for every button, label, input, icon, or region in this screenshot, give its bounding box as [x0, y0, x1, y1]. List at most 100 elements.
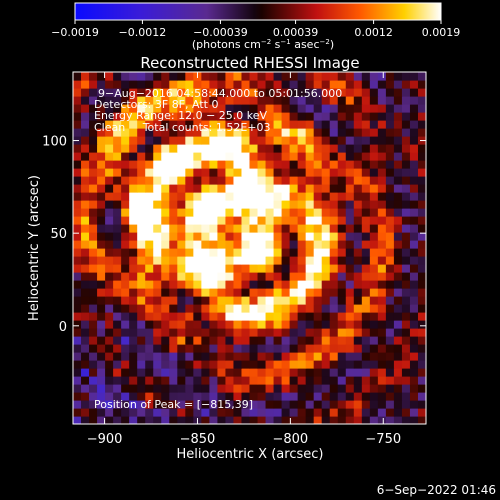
heatmap-cell — [233, 216, 243, 225]
heatmap-cell — [193, 280, 202, 289]
heatmap-cell — [177, 240, 186, 249]
heatmap-cell — [121, 344, 130, 353]
heatmap-cell — [97, 368, 106, 377]
heatmap-cell — [313, 272, 323, 281]
heatmap-cell — [209, 304, 219, 313]
heatmap-cell — [377, 152, 387, 161]
heatmap-cell — [121, 384, 130, 393]
heatmap-cell — [145, 120, 154, 129]
heatmap-cell — [81, 224, 90, 233]
heatmap-cell — [313, 88, 323, 97]
heatmap-cell — [361, 344, 371, 353]
heatmap-cell — [105, 128, 114, 137]
heatmap-cell — [297, 336, 307, 345]
heatmap-cell — [393, 296, 403, 305]
heatmap-cell — [81, 192, 90, 201]
heatmap-cell — [137, 200, 146, 209]
heatmap-cell — [385, 104, 395, 113]
heatmap-cell — [105, 224, 114, 233]
heatmap-cell — [169, 384, 178, 393]
heatmap-cell — [161, 368, 170, 377]
heatmap-cell — [97, 232, 106, 241]
heatmap-cell — [161, 136, 170, 145]
heatmap-cell — [313, 376, 323, 385]
heatmap-cell — [161, 304, 170, 313]
heatmap-cell — [105, 408, 114, 417]
heatmap-cell — [369, 368, 379, 377]
x-tick-label: −900 — [87, 432, 123, 447]
heatmap-cell — [337, 272, 347, 281]
heatmap-cell — [169, 312, 178, 321]
heatmap-cell — [249, 312, 259, 321]
heatmap-cell — [409, 72, 419, 81]
heatmap-cell — [169, 216, 178, 225]
heatmap-cell — [401, 408, 411, 417]
heatmap-cell — [153, 240, 162, 249]
heatmap-cell — [401, 368, 411, 377]
heatmap-cell — [417, 96, 426, 105]
heatmap-cell — [97, 376, 106, 385]
heatmap-cell — [417, 328, 426, 337]
heatmap-cell — [369, 304, 379, 313]
heatmap-cell — [153, 304, 162, 313]
heatmap-cell — [257, 80, 267, 89]
heatmap-cell — [137, 416, 146, 424]
heatmap-cell — [417, 392, 426, 401]
heatmap-cell — [97, 216, 106, 225]
heatmap-cell — [361, 192, 371, 201]
heatmap-cell — [345, 304, 355, 313]
heatmap-cell — [329, 240, 339, 249]
heatmap-cell — [89, 384, 98, 393]
heatmap-cell — [129, 176, 138, 185]
heatmap-cell — [321, 256, 331, 265]
heatmap-cell — [97, 328, 106, 337]
heatmap-cell — [113, 152, 122, 161]
heatmap-cell — [273, 200, 283, 209]
heatmap-cell — [169, 168, 178, 177]
heatmap-cell — [81, 360, 90, 369]
heatmap-cell — [217, 320, 227, 329]
heatmap-cell — [145, 128, 154, 137]
heatmap-cell — [345, 192, 355, 201]
heatmap-cell — [73, 384, 82, 393]
heatmap-cell — [233, 112, 243, 121]
heatmap-cell — [385, 80, 395, 89]
heatmap-cell — [329, 312, 339, 321]
heatmap-cell — [185, 144, 194, 153]
heatmap-cell — [137, 400, 146, 409]
heatmap-cell — [265, 368, 275, 377]
heatmap-cell — [265, 280, 275, 289]
heatmap-cell — [193, 344, 202, 353]
heatmap-cell — [369, 312, 379, 321]
heatmap-cell — [409, 80, 419, 89]
heatmap-cell — [289, 392, 299, 401]
heatmap-cell — [377, 328, 387, 337]
heatmap-cell — [417, 184, 426, 193]
heatmap-cell — [337, 336, 347, 345]
heatmap-cell — [209, 256, 219, 265]
heatmap-cell — [73, 112, 82, 121]
heatmap-cell — [393, 168, 403, 177]
heatmap-cell — [217, 232, 227, 241]
heatmap-cell — [129, 368, 138, 377]
heatmap-cell — [193, 368, 202, 377]
heatmap-cell — [385, 256, 395, 265]
heatmap-cell — [161, 384, 170, 393]
heatmap-cell — [129, 296, 138, 305]
heatmap-cell — [385, 360, 395, 369]
heatmap-cell — [145, 104, 154, 113]
heatmap-cell — [337, 280, 347, 289]
heatmap-cell — [265, 240, 275, 249]
heatmap-cell — [313, 112, 323, 121]
heatmap-cell — [145, 80, 154, 89]
heatmap-cell — [329, 224, 339, 233]
heatmap-cell — [217, 248, 227, 257]
heatmap-cell — [321, 80, 331, 89]
heatmap-cell — [185, 88, 194, 97]
heatmap-cell — [305, 200, 315, 209]
heatmap-cell — [369, 88, 379, 97]
heatmap-cell — [257, 96, 267, 105]
heatmap-cell — [217, 216, 227, 225]
heatmap-cell — [417, 384, 426, 393]
heatmap-cell — [129, 120, 138, 129]
